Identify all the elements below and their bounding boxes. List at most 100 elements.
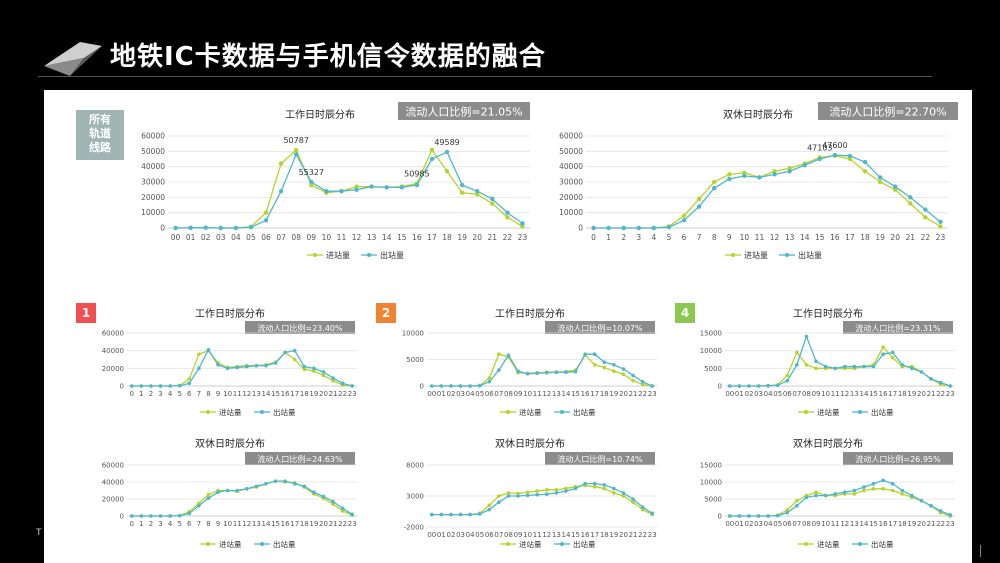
x-tick-label: 2 [149, 390, 153, 398]
point-out [938, 509, 943, 513]
x-tick-label: 21 [927, 390, 936, 398]
point-in [197, 352, 201, 356]
y-tick-label: 40000 [102, 347, 124, 355]
series-line-in [431, 484, 653, 516]
point-out [890, 350, 895, 355]
point-out [592, 352, 597, 356]
x-tick-label: 10 [821, 520, 830, 528]
y-tick-label: 10000 [700, 479, 722, 487]
x-tick-label: 06 [783, 390, 792, 398]
x-tick-label: 09 [307, 233, 317, 242]
point-out [216, 363, 220, 367]
ratio-box [545, 321, 655, 334]
content-panel [44, 90, 972, 563]
x-tick-label: 04 [466, 390, 475, 398]
logo-icon [40, 36, 106, 80]
x-tick-label: 17 [590, 531, 599, 539]
x-tick-label: 10 [322, 233, 332, 242]
line-4-badge: 4 [675, 303, 695, 323]
point-out [832, 152, 838, 158]
x-tick-label: 02 [744, 520, 753, 528]
point-in [505, 215, 510, 220]
point-out [331, 376, 335, 380]
x-tick-label: 01 [437, 390, 446, 398]
point-out [520, 221, 525, 226]
legend-out-label: 出站量 [380, 250, 404, 260]
x-tick-label: 13 [367, 233, 377, 242]
point-out [727, 176, 732, 182]
point-out [129, 514, 134, 518]
x-tick-label: 15 [815, 233, 825, 242]
point-out [621, 491, 626, 495]
legend-out-marker [785, 253, 789, 257]
point-out [900, 363, 905, 367]
y-tick-label: 60000 [559, 132, 583, 141]
x-tick-label: 15 [869, 390, 878, 398]
x-tick-label: 13 [552, 531, 561, 539]
x-tick-label: 22 [338, 520, 347, 528]
point-out [206, 496, 211, 500]
point-out [506, 494, 511, 498]
x-tick-label: 20 [917, 520, 926, 528]
point-in [893, 187, 898, 192]
point-out [842, 364, 847, 369]
point-out [862, 159, 868, 165]
x-tick-label: 14 [859, 390, 868, 398]
x-tick-label: 6 [682, 233, 687, 242]
legend-out-marker [260, 410, 264, 414]
point-out [696, 204, 702, 209]
x-tick-label: 06 [783, 520, 792, 528]
x-tick-label: 08 [802, 390, 811, 398]
x-tick-label: 14 [561, 531, 570, 539]
point-out [612, 363, 616, 367]
point-out [273, 479, 278, 483]
point-out [877, 175, 883, 180]
legend-out-label: 出站量 [871, 407, 894, 417]
point-in [592, 363, 597, 367]
all-lines-tag-line3: 线路 [89, 141, 111, 154]
y-tick-label: 0 [120, 383, 124, 391]
legend-out-label: 出站量 [273, 407, 296, 417]
point-out [621, 367, 626, 371]
point-out [881, 352, 885, 356]
chart-all-weekend: 双休日时辰分布 流动人口比例=22.70% 0 10000 20000 30000 4000… [559, 102, 958, 260]
point-in [814, 490, 818, 494]
point-out [847, 153, 853, 159]
x-tick-label: 10 [223, 520, 232, 528]
point-out [331, 499, 335, 504]
x-tick-label: 4 [168, 390, 173, 398]
x-tick-label: 6 [187, 520, 192, 528]
x-tick-label: 00 [427, 531, 436, 539]
point-in [621, 494, 626, 498]
y-tick-label: 5000 [704, 365, 722, 373]
title-divider [38, 76, 932, 77]
y-tick-label: 20000 [559, 193, 583, 202]
point-in [612, 491, 616, 495]
y-tick-label: 5000 [704, 496, 722, 504]
point-out [244, 487, 249, 491]
legend-in-marker [506, 410, 510, 414]
point-in [263, 210, 269, 215]
x-tick-label: 22 [338, 390, 347, 398]
point-in [696, 196, 702, 202]
point-out [535, 492, 540, 497]
x-tick-label: 20 [472, 233, 482, 242]
x-tick-label: 23 [946, 390, 955, 398]
point-out [666, 225, 672, 230]
x-tick-label: 17 [845, 233, 855, 242]
point-out [292, 348, 297, 353]
legend-in-marker [506, 542, 510, 546]
point-out [187, 381, 192, 386]
x-tick-label: 13 [850, 390, 859, 398]
x-tick-label: 5 [177, 390, 181, 398]
x-tick-label: 01 [186, 233, 196, 242]
chart-title: 双休日时辰分布 [723, 109, 793, 121]
point-out [766, 384, 770, 388]
point-out [890, 481, 895, 486]
x-tick-label: 21 [329, 390, 338, 398]
x-tick-label: 14 [859, 520, 868, 528]
y-tick-label: 0 [160, 224, 165, 233]
legend-out-label: 出站量 [798, 250, 822, 260]
x-tick-label: 19 [309, 390, 318, 398]
point-out [264, 481, 268, 486]
